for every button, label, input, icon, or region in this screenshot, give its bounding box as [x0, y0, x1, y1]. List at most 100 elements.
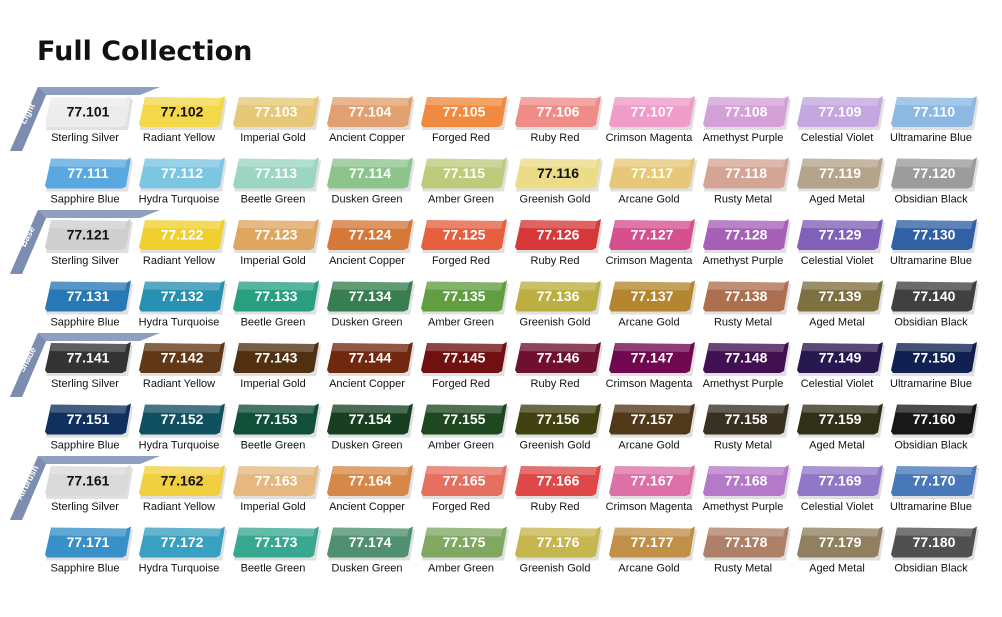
swatch-code: 77.116 — [537, 165, 579, 181]
swatch-name: Amethyst Purple — [703, 378, 784, 390]
swatch-sheen — [238, 404, 315, 414]
swatch-paint — [797, 342, 883, 373]
swatch-name: Ancient Copper — [329, 501, 405, 513]
swatch-code: 77.152 — [161, 411, 204, 427]
swatch-name: Beetle Green — [241, 316, 306, 328]
swatch: 77.160 Obsidian Black — [891, 403, 979, 451]
swatch: 77.150 Ultramarine Blue — [890, 342, 979, 390]
swatch-name: Sterling Silver — [51, 255, 119, 267]
swatch-code: 77.167 — [631, 473, 674, 489]
swatch-code: 77.110 — [913, 104, 955, 120]
swatch-paint — [421, 403, 507, 435]
swatch-code: 77.165 — [443, 473, 486, 489]
swatch-sheen — [520, 527, 597, 537]
swatch-paint — [609, 157, 695, 189]
swatch-code: 77.175 — [443, 534, 486, 550]
swatch-code: 77.145 — [443, 350, 486, 366]
banner-shape — [10, 87, 46, 151]
banner-shape — [10, 210, 46, 274]
swatch-paint — [139, 96, 225, 127]
swatch-name: Crimson Magenta — [606, 255, 694, 267]
swatch-paint — [891, 403, 977, 435]
swatch-sheen — [238, 466, 315, 475]
swatch-code: 77.176 — [537, 534, 580, 550]
swatch-name: Ultramarine Blue — [890, 132, 972, 144]
swatch-sheen — [50, 281, 127, 291]
swatch: 77.171 Sapphire Blue — [45, 526, 133, 574]
swatch: 77.125 Forged Red — [421, 219, 509, 267]
swatch-name: Dusken Green — [332, 439, 403, 451]
swatch-code: 77.133 — [255, 288, 298, 304]
swatch-sheen — [238, 220, 315, 229]
swatch-sheen — [50, 343, 127, 352]
swatch-code: 77.151 — [67, 411, 110, 427]
swatch: 77.127 Crimson Magenta — [606, 219, 697, 267]
swatch-name: Celestial Violet — [801, 255, 874, 267]
swatch-sheen — [708, 466, 785, 475]
swatch: 77.158 Rusty Metal — [703, 403, 791, 451]
swatch: 77.115 Amber Green — [421, 157, 509, 205]
swatch-paint — [515, 403, 601, 435]
swatch: 77.111 Sapphire Blue — [45, 157, 133, 205]
swatch-paint — [233, 403, 319, 435]
swatch-sheen — [426, 466, 503, 475]
swatch-name: Amethyst Purple — [703, 501, 784, 513]
swatch-paint — [327, 96, 413, 127]
swatch: 77.129 Celestial Violet — [797, 219, 885, 267]
swatch-code: 77.123 — [255, 227, 298, 243]
swatch-sheen — [332, 466, 409, 475]
swatch-paint — [421, 280, 507, 312]
swatch-sheen — [426, 281, 503, 291]
swatch-code: 77.109 — [819, 104, 862, 120]
swatch-name: Imperial Gold — [240, 378, 305, 390]
swatch-code: 77.137 — [631, 288, 674, 304]
swatch-name: Ruby Red — [531, 132, 580, 144]
swatch: 77.118 Rusty Metal — [703, 157, 791, 205]
page-title: Full Collection — [37, 36, 252, 67]
swatch-paint — [609, 280, 695, 312]
swatch-sheen — [332, 527, 409, 537]
swatch: 77.173 Beetle Green — [233, 526, 321, 574]
swatch-paint — [327, 526, 413, 558]
swatch-code: 77.134 — [349, 288, 392, 304]
swatch-name: Rusty Metal — [714, 439, 772, 451]
swatch-name: Forged Red — [432, 378, 490, 390]
swatch-name: Ruby Red — [531, 501, 580, 513]
swatch-paint — [703, 157, 789, 189]
swatch-sheen — [144, 158, 221, 168]
swatch-name: Arcane Gold — [618, 193, 679, 205]
swatch-paint — [797, 280, 883, 312]
swatch: 77.170 Ultramarine Blue — [890, 465, 979, 513]
swatch: 77.145 Forged Red — [421, 342, 509, 390]
swatch: 77.121 Sterling Silver — [45, 219, 133, 267]
swatch: 77.175 Amber Green — [421, 526, 509, 574]
swatch-paint — [891, 342, 977, 373]
swatch-name: Crimson Magenta — [606, 501, 694, 513]
swatch-name: Radiant Yellow — [143, 501, 215, 513]
swatch-name: Amber Green — [428, 316, 494, 328]
swatch: 77.164 Ancient Copper — [327, 465, 415, 513]
swatch: 77.101 Sterling Silver — [45, 96, 133, 144]
swatch-name: Celestial Violet — [801, 132, 874, 144]
swatch-paint — [233, 157, 319, 189]
swatch-code: 77.131 — [67, 288, 110, 304]
swatch-code: 77.120 — [913, 165, 956, 181]
swatch-sheen — [614, 466, 691, 475]
swatch-sheen — [332, 343, 409, 352]
swatch-paint — [421, 157, 507, 189]
swatch-name: Obsidian Black — [894, 439, 968, 451]
swatch-sheen — [144, 466, 221, 475]
swatch-name: Radiant Yellow — [143, 378, 215, 390]
swatch-sheen — [50, 466, 127, 475]
swatch: 77.136 Greenish Gold — [515, 280, 603, 328]
swatch-sheen — [614, 527, 691, 537]
swatch: 77.147 Crimson Magenta — [606, 342, 697, 390]
swatch-sheen — [426, 158, 503, 168]
swatch-code: 77.132 — [161, 288, 204, 304]
swatch-name: Hydra Turquoise — [139, 562, 220, 574]
swatch: 77.180 Obsidian Black — [891, 526, 979, 574]
swatch: 77.110 Ultramarine Blue — [890, 96, 979, 144]
swatch-sheen — [520, 343, 597, 352]
swatch-code: 77.122 — [161, 227, 204, 243]
swatch-name: Beetle Green — [241, 193, 306, 205]
